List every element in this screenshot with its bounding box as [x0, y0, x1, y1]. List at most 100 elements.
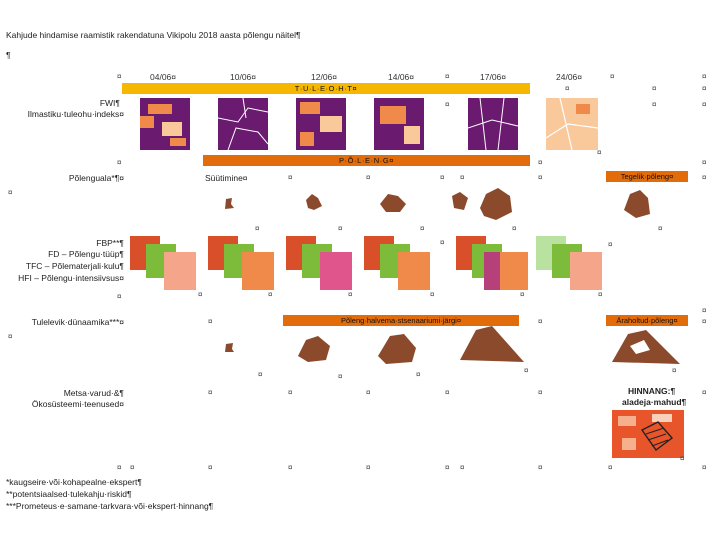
- cell-mark: ¤: [524, 366, 529, 375]
- cell-mark: ¤: [258, 370, 263, 379]
- fbp-stack-icon: [364, 236, 434, 292]
- burn-shape-icon: [460, 326, 524, 362]
- cell-mark: ¤: [652, 100, 657, 109]
- cell-mark: ¤: [430, 290, 435, 299]
- cell-mark: ¤: [702, 317, 707, 326]
- hinnang-label: HINNANG:¶: [628, 386, 676, 396]
- fwi-label: FWI¶: [99, 98, 120, 108]
- tegelik-polend-bar: Tegelik·põleng¤: [606, 171, 688, 182]
- polenguala-label: Põlenguala*¶¤: [68, 173, 124, 183]
- date-header-5: 17/06¤: [480, 72, 506, 82]
- fbp-stack-icon: [208, 236, 278, 292]
- cell-mark: ¤: [702, 100, 707, 109]
- date-header-4: 14/06¤: [388, 72, 414, 82]
- okosusteemi-label: Ökosüsteemi·teenused¤: [31, 399, 124, 409]
- fwi-map-tile-2: [218, 98, 268, 150]
- cell-mark: ¤: [130, 463, 135, 472]
- fwi-map-tile-1: [140, 98, 190, 150]
- halvim-polend-bar: Põleng·halvema·stsenaariumi·järgi¤: [283, 315, 519, 326]
- cell-mark: ¤: [440, 238, 445, 247]
- cell-mark: ¤: [538, 158, 543, 167]
- cell-mark: ¤: [702, 72, 707, 81]
- cell-mark: ¤: [445, 100, 450, 109]
- burn-shape-icon: [225, 198, 234, 209]
- cell-mark: ¤: [8, 188, 13, 197]
- fwi-map-tile-3: [296, 98, 346, 150]
- cell-mark: ¤: [565, 84, 570, 93]
- cell-mark: ¤: [208, 388, 213, 397]
- cell-mark: ¤: [255, 224, 260, 233]
- burn-shape-icon: [480, 188, 512, 220]
- paragraph-mark: ¶: [6, 50, 11, 60]
- forest-reserve-map: [612, 410, 684, 458]
- cell-mark: ¤: [208, 317, 213, 326]
- cell-mark: ¤: [702, 158, 707, 167]
- cell-mark: ¤: [608, 240, 613, 249]
- cell-mark: ¤: [8, 332, 13, 341]
- cell-mark: ¤: [420, 224, 425, 233]
- fbp-stack-icon: [536, 236, 606, 292]
- cell-mark: ¤: [538, 317, 543, 326]
- cell-mark: ¤: [460, 173, 465, 182]
- date-header-1: 04/06¤: [150, 72, 176, 82]
- cell-mark: ¤: [445, 463, 450, 472]
- cell-mark: ¤: [702, 84, 707, 93]
- tuleoht-bar: T·U·L·E·O·H·T¤: [122, 83, 530, 94]
- cell-mark: ¤: [117, 463, 122, 472]
- cell-mark: ¤: [117, 292, 122, 301]
- fbp-stack-icon: [286, 236, 356, 292]
- cell-mark: ¤: [520, 290, 525, 299]
- page-title: Kahjude hindamise raamistik rakendatuna …: [6, 30, 301, 40]
- cell-mark: ¤: [702, 306, 707, 315]
- date-header-3: 12/06¤: [311, 72, 337, 82]
- cell-mark: ¤: [366, 173, 371, 182]
- fwi-label-sub: Ilmastiku·tuleohu·indeks¤: [27, 109, 124, 119]
- cell-mark: ¤: [652, 84, 657, 93]
- burn-shape-icon: [225, 343, 234, 352]
- tfc-label: TFC – Põlematerjali·kulu¶: [25, 261, 124, 271]
- cell-mark: ¤: [608, 463, 613, 472]
- cell-mark: ¤: [538, 173, 543, 182]
- fbp-stack-icon: [456, 236, 532, 292]
- cell-mark: ¤: [268, 290, 273, 299]
- cell-mark: ¤: [288, 388, 293, 397]
- dynamics-label: Tulelevik·dünaamika***¤: [31, 317, 124, 327]
- hfi-label: HFI – Põlengu·intensiivsus¤: [18, 273, 124, 283]
- burn-shape-icon: [624, 190, 650, 218]
- burn-shape-icon: [378, 334, 416, 364]
- hinnang-sub-label: aladeja·mahud¶: [622, 397, 687, 407]
- burn-shape-icon: [306, 194, 322, 210]
- sytimine-label: Süütimine¤: [205, 173, 248, 183]
- fwi-map-tile-6: [546, 98, 598, 150]
- cell-mark: ¤: [117, 158, 122, 167]
- araholtud-polend-bar: Äraholtud·põleng¤: [606, 315, 688, 326]
- cell-mark: ¤: [445, 72, 450, 81]
- cell-mark: ¤: [440, 173, 445, 182]
- metsa-varud-label: Metsa·varud·&¶: [63, 388, 124, 398]
- fd-label: FD – Põlengu·tüüp¶: [48, 249, 124, 259]
- date-header-2: 10/06¤: [230, 72, 256, 82]
- cell-mark: ¤: [702, 463, 707, 472]
- cell-mark: ¤: [208, 463, 213, 472]
- cell-mark: ¤: [416, 370, 421, 379]
- fbp-label: FBP**¶: [96, 238, 124, 248]
- fbp-stack-icon: [130, 236, 200, 292]
- cell-mark: ¤: [658, 224, 663, 233]
- cell-mark: ¤: [366, 388, 371, 397]
- footnote-2: **potentsiaalsed·tulekahju·riskid¶: [6, 489, 132, 499]
- burn-shape-icon: [380, 194, 406, 212]
- cell-mark: ¤: [597, 148, 602, 157]
- burn-shape-icon: [452, 192, 468, 210]
- burn-shape-icon: [612, 330, 680, 364]
- cell-mark: ¤: [366, 463, 371, 472]
- cell-mark: ¤: [338, 224, 343, 233]
- cell-mark: ¤: [538, 388, 543, 397]
- fwi-map-tile-4: [374, 98, 424, 150]
- cell-mark: ¤: [680, 454, 685, 463]
- cell-mark: ¤: [610, 72, 615, 81]
- cell-mark: ¤: [598, 290, 603, 299]
- fwi-map-tile-5: [468, 98, 518, 150]
- cell-mark: ¤: [702, 173, 707, 182]
- cell-mark: ¤: [445, 388, 450, 397]
- cell-mark: ¤: [672, 366, 677, 375]
